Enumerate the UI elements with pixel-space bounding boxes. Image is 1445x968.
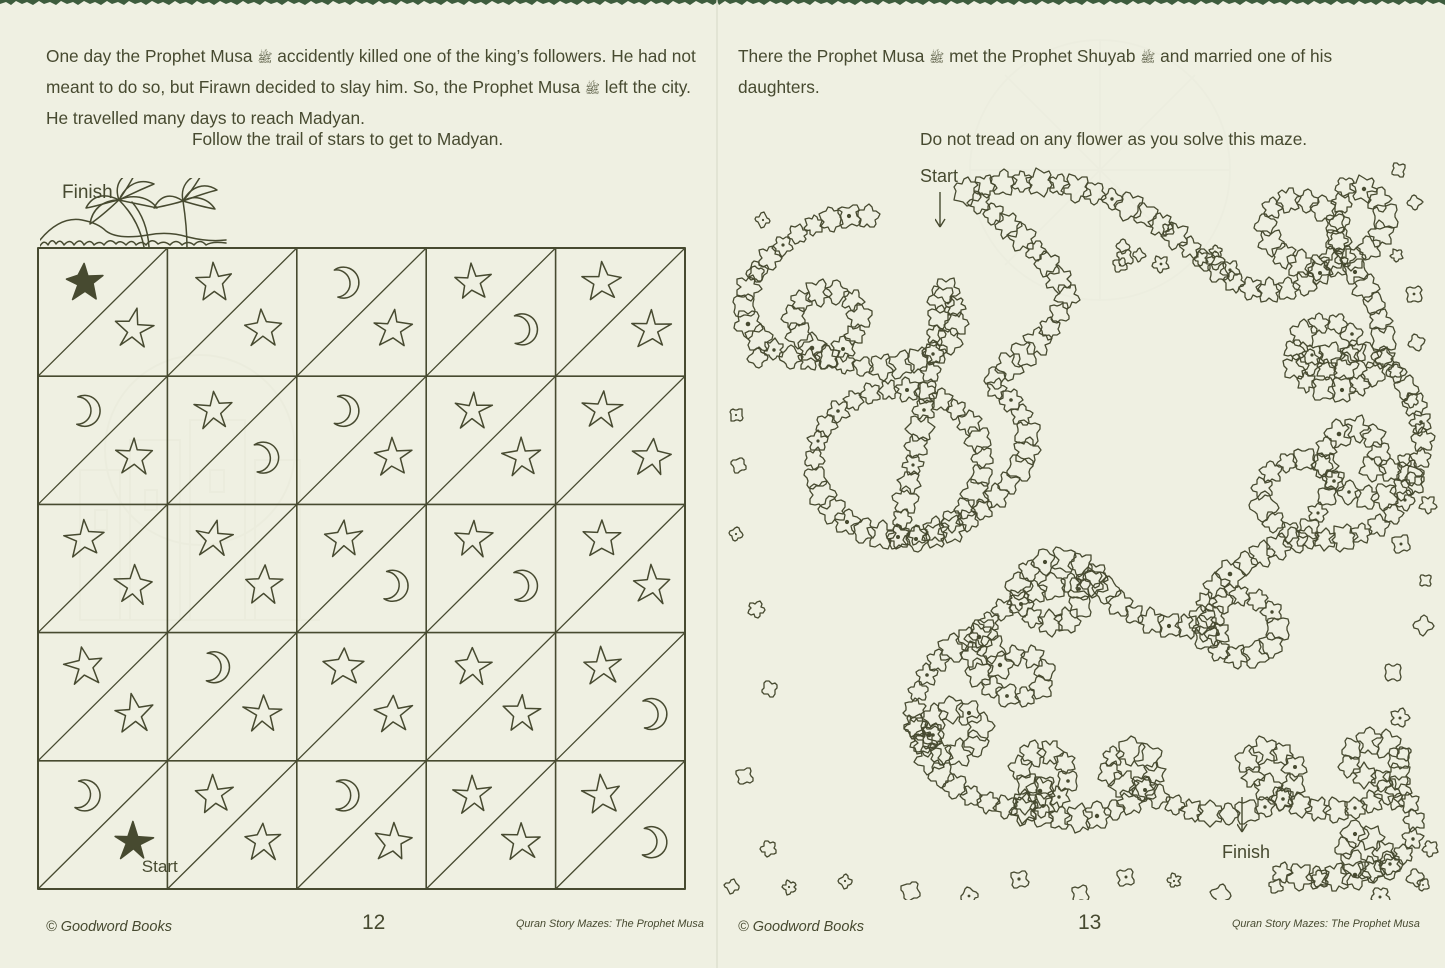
svg-text:Start: Start xyxy=(142,857,178,876)
